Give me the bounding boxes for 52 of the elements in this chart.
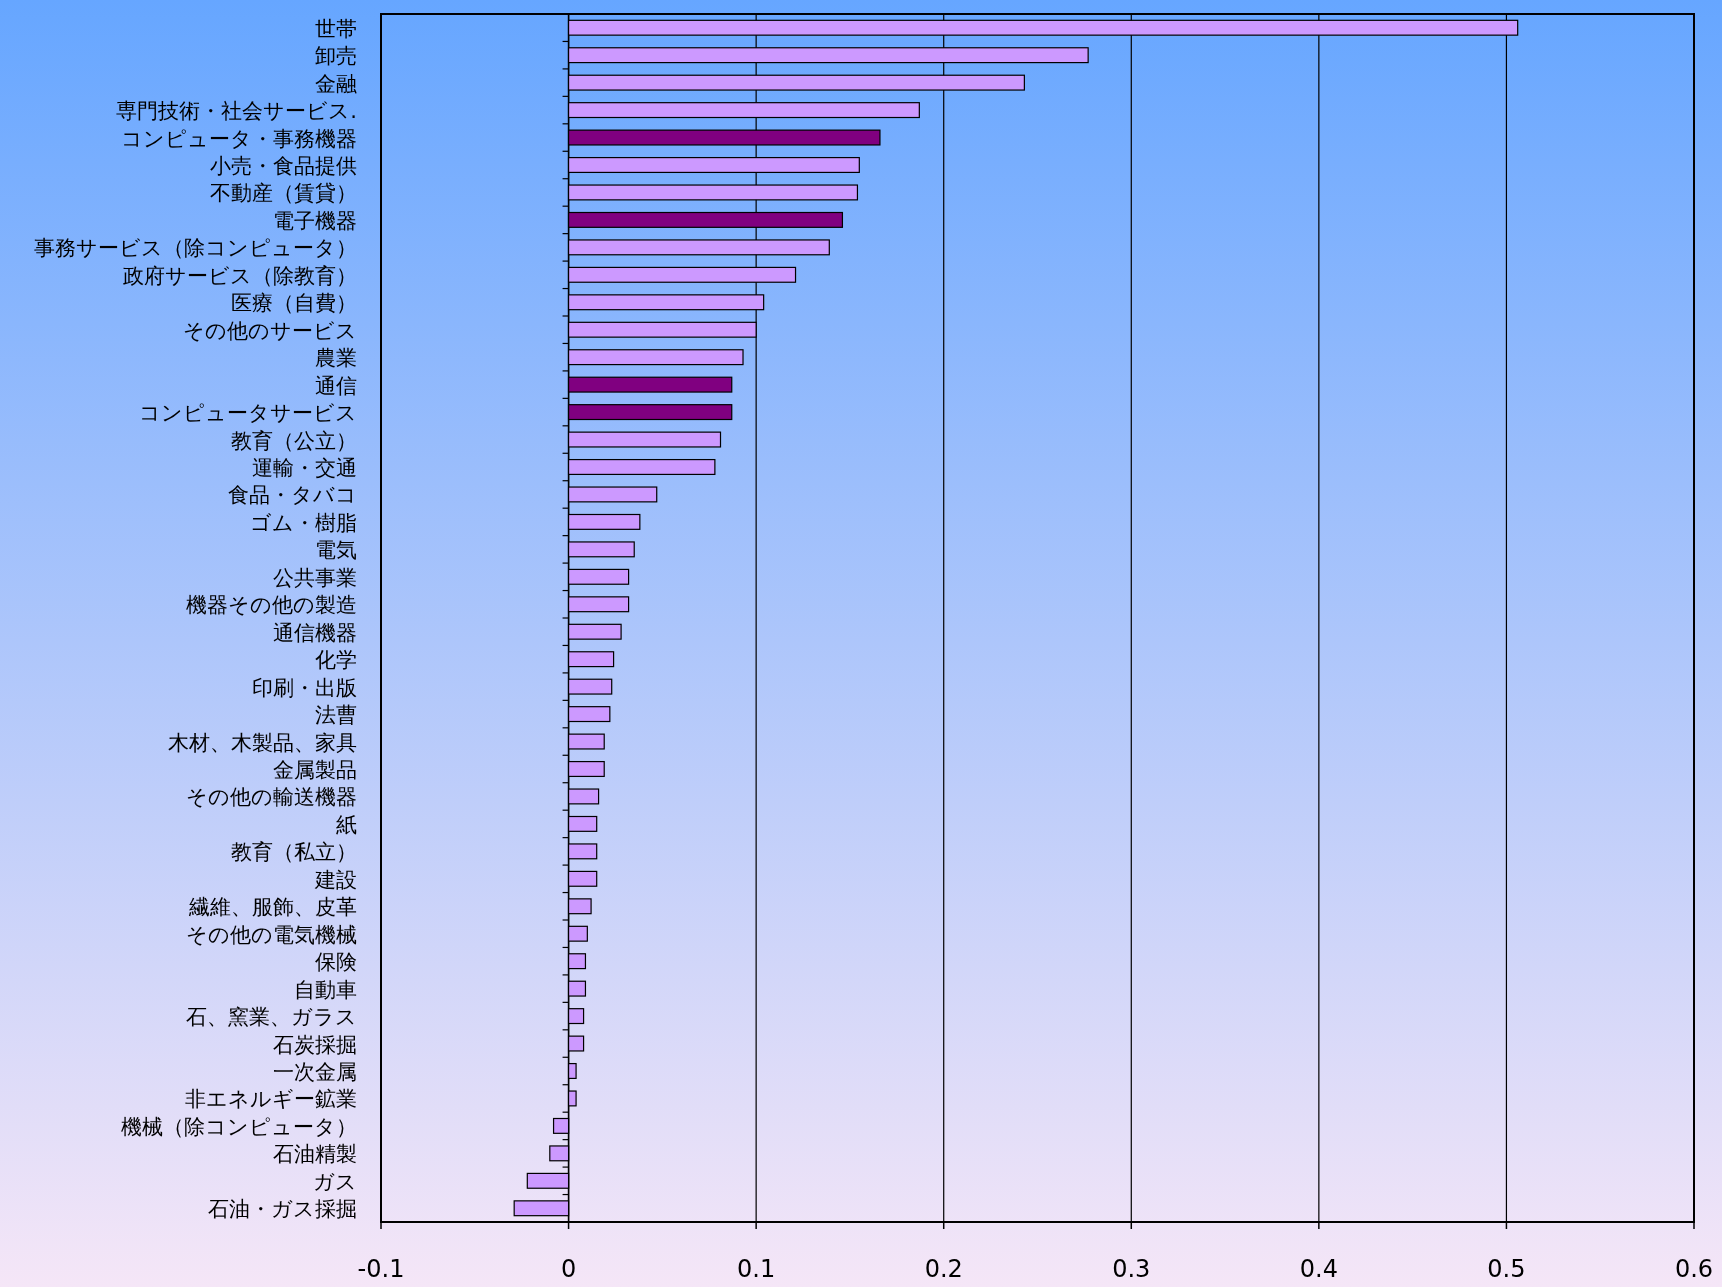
y-tick-label: 専門技術・社会サービス. bbox=[116, 99, 357, 124]
y-tick-label: 通信機器 bbox=[273, 620, 357, 645]
y-tick-label: 保険 bbox=[315, 950, 357, 975]
y-tick-label: 電子機器 bbox=[273, 208, 357, 233]
y-tick-label: 紙 bbox=[336, 812, 357, 837]
y-tick-label: 事務サービス（除コンピュータ） bbox=[34, 236, 357, 261]
y-tick-label: 公共事業 bbox=[273, 565, 357, 590]
y-tick-label: 政府サービス（除教育） bbox=[123, 263, 357, 288]
y-tick-label: 医療（自費） bbox=[231, 291, 357, 316]
x-tick-label: 0.6 bbox=[1674, 1255, 1714, 1283]
y-tick-label: 建設 bbox=[314, 867, 357, 892]
y-tick-label: 石油・ガス採掘 bbox=[208, 1197, 357, 1222]
y-tick-label: 機械（除コンピュータ） bbox=[121, 1114, 357, 1139]
y-tick-label: 不動産（賃貸） bbox=[210, 181, 357, 206]
y-tick-label: 石炭採掘 bbox=[273, 1032, 357, 1057]
y-tick-label: 自動車 bbox=[294, 977, 357, 1002]
y-tick-label: 印刷・出版 bbox=[252, 675, 357, 700]
x-tick-label: 0.2 bbox=[924, 1255, 963, 1283]
y-tick-label: 石、窯業、ガラス bbox=[186, 1005, 357, 1030]
y-tick-label: 運輸・交通 bbox=[252, 456, 357, 480]
y-tick-label: 教育（私立） bbox=[231, 840, 357, 865]
y-tick-label: ガス bbox=[313, 1169, 357, 1194]
y-tick-label: コンピュータ・事務機器 bbox=[121, 126, 357, 151]
y-tick-label: 金融 bbox=[315, 71, 357, 96]
y-tick-label: 法曹 bbox=[315, 703, 357, 728]
y-tick-label: 農業 bbox=[315, 346, 357, 371]
y-tick-label: コンピュータサービス bbox=[139, 401, 357, 426]
y-tick-label: 木材、木製品、家具 bbox=[168, 730, 357, 755]
x-tick-label: -0.1 bbox=[357, 1255, 405, 1283]
y-tick-label: その他の電気機械 bbox=[186, 922, 357, 947]
y-tick-label: ゴム・樹脂 bbox=[250, 510, 357, 535]
y-tick-label: 通信 bbox=[315, 373, 357, 398]
x-tick-label: 0.5 bbox=[1487, 1255, 1526, 1283]
y-tick-label: 非エネルギー鉱業 bbox=[185, 1087, 357, 1112]
y-tick-label: 石油精製 bbox=[273, 1142, 357, 1167]
y-tick-label: 一次金属 bbox=[273, 1060, 357, 1084]
x-tick-label: 0.1 bbox=[737, 1255, 776, 1283]
y-tick-label: 金属製品 bbox=[273, 758, 357, 782]
y-tick-label: 小売・食品提供 bbox=[210, 154, 357, 178]
y-tick-label: 教育（公立） bbox=[231, 428, 357, 453]
y-tick-label: 卸売 bbox=[315, 44, 357, 69]
y-tick-label: 化学 bbox=[315, 648, 357, 673]
x-tick-label: 0.3 bbox=[1112, 1255, 1151, 1283]
x-tick-label: 0.4 bbox=[1299, 1255, 1338, 1283]
y-tick-label: 食品・タバコ bbox=[228, 483, 357, 508]
y-tick-label: 世帯 bbox=[315, 16, 357, 41]
y-tick-label: 機器その他の製造 bbox=[186, 593, 357, 618]
y-tick-label: その他のサービス bbox=[183, 318, 357, 343]
y-tick-label: 電気 bbox=[315, 538, 357, 563]
y-tick-label: 繊維、服飾、皮革 bbox=[188, 895, 357, 920]
y-tick-label: その他の輸送機器 bbox=[186, 785, 357, 810]
x-tick-label: 0 bbox=[560, 1255, 577, 1283]
